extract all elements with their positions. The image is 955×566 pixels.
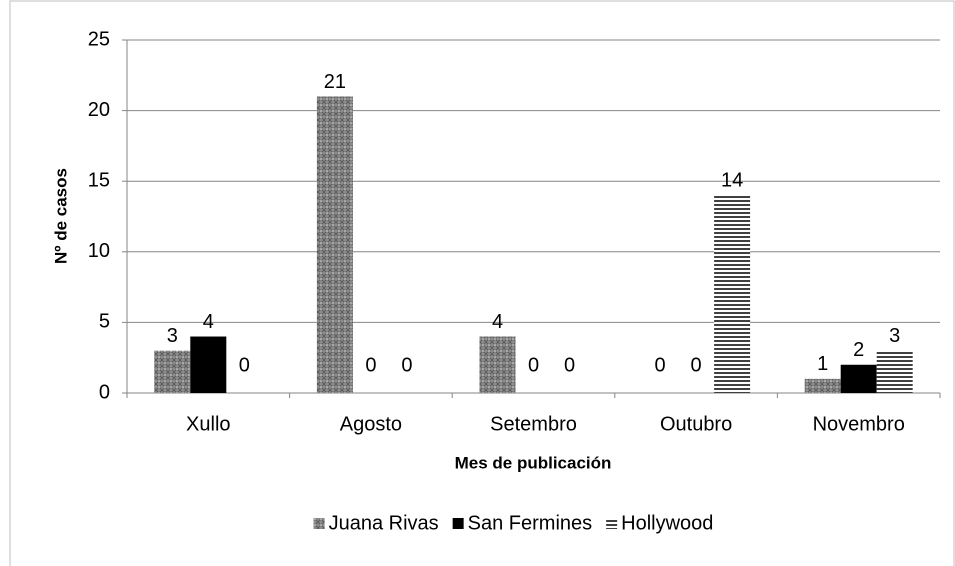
y-tick-label: 5 <box>99 311 110 333</box>
data-label: 0 <box>564 354 575 376</box>
data-label: 21 <box>324 71 346 93</box>
bar <box>714 195 751 393</box>
bar <box>479 336 516 393</box>
legend-marker <box>313 518 325 529</box>
bar <box>804 378 841 393</box>
legend-label: Juana Rivas <box>329 512 439 534</box>
y-tick-label: 0 <box>99 381 110 403</box>
legend-marker <box>452 518 464 529</box>
data-label: 3 <box>889 325 900 347</box>
bar <box>190 336 227 393</box>
data-label: 0 <box>528 354 539 376</box>
x-tick-label: Novembro <box>813 413 905 435</box>
data-label: 14 <box>721 170 743 192</box>
y-axis-title: Nº de casos <box>51 168 70 264</box>
data-label: 0 <box>691 354 702 376</box>
y-tick-label: 15 <box>88 169 110 191</box>
data-label: 4 <box>492 311 503 333</box>
x-axis-title: Mes de publicación <box>455 453 612 472</box>
bar <box>840 364 877 393</box>
legend-label: Hollywood <box>621 512 713 534</box>
data-label: 3 <box>167 325 178 347</box>
legend-marker <box>606 518 618 529</box>
bar <box>316 96 353 393</box>
data-label: 0 <box>239 354 250 376</box>
x-tick-label: Outubro <box>660 413 732 435</box>
chart-frame <box>9 0 955 566</box>
x-tick-label: Setembro <box>490 413 577 435</box>
bar <box>154 350 191 393</box>
data-label: 0 <box>365 354 376 376</box>
data-label: 4 <box>203 311 214 333</box>
legend-label: San Fermines <box>468 512 593 534</box>
x-tick-label: Xullo <box>186 413 230 435</box>
data-label: 0 <box>401 354 412 376</box>
data-label: 1 <box>817 353 828 375</box>
x-tick-label: Agosto <box>340 413 402 435</box>
y-tick-label: 10 <box>88 240 110 262</box>
y-tick-label: 20 <box>88 99 110 121</box>
bar <box>876 350 913 393</box>
data-label: 2 <box>853 339 864 361</box>
y-tick-label: 25 <box>88 28 110 50</box>
data-label: 0 <box>655 354 666 376</box>
